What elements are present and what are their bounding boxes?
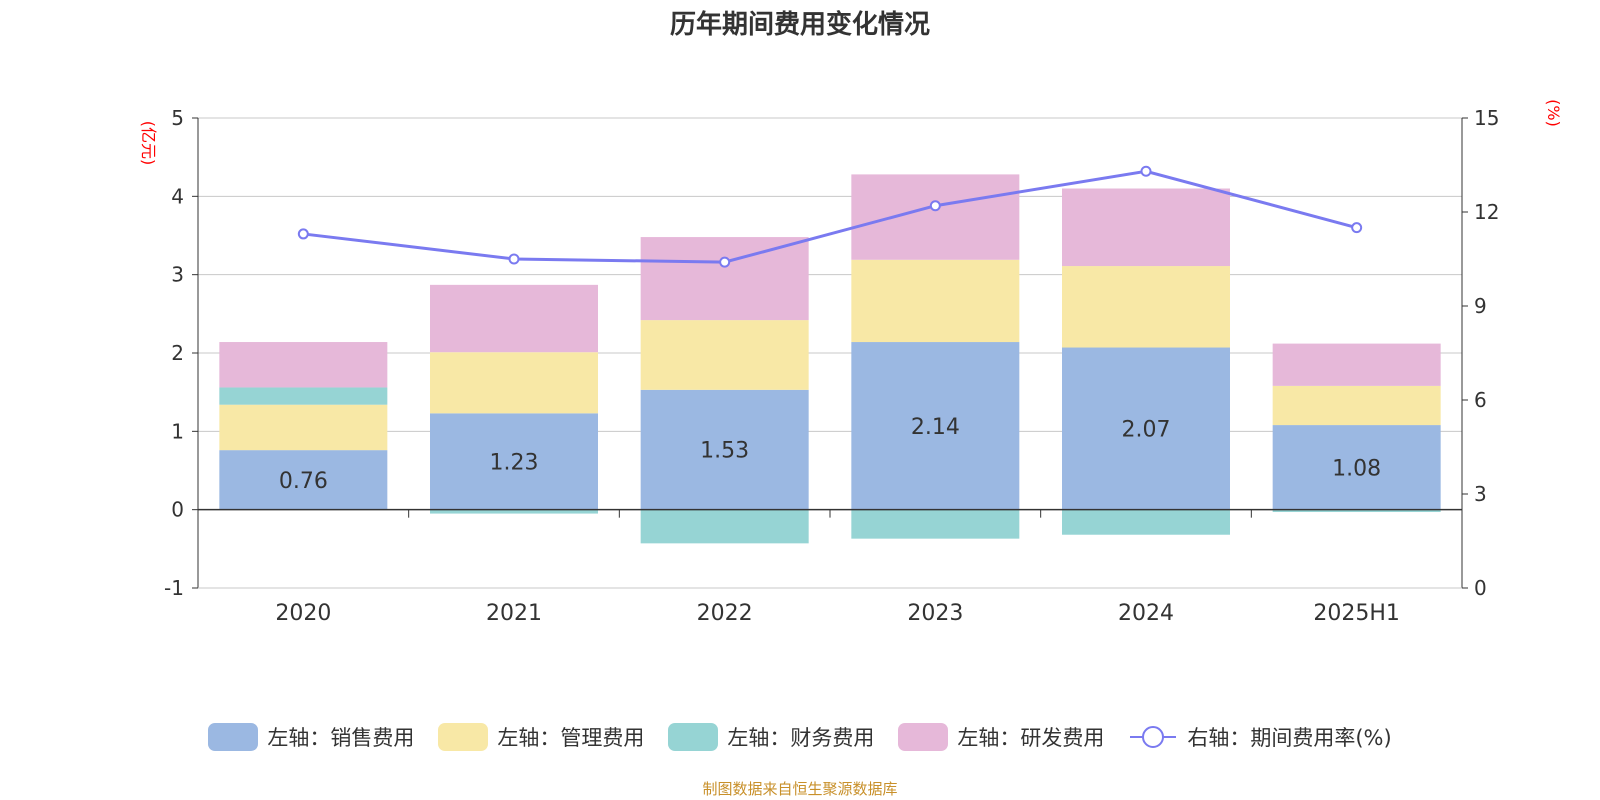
bar-admin [1062,266,1230,348]
rate-line [303,169,1358,264]
rate-point [508,253,520,265]
bar-rd [640,237,809,321]
bar-sales [219,450,388,510]
rate-point [719,256,731,268]
bar-sales [1272,425,1441,510]
legend-item[interactable]: 左轴：财务费用 [668,722,874,752]
rate-point [1140,165,1152,177]
bar-sales [851,342,1020,510]
bar-sales [430,413,598,510]
legend-swatch [208,723,259,751]
bar-value-label: 1.08 [1332,456,1381,481]
right-tick-label: 0 [1474,576,1487,600]
category-label: 2023 [907,601,963,626]
bar-rd [219,342,388,388]
bar-finance [430,509,598,514]
category-label: 2022 [697,601,753,626]
bar-value-label: 1.23 [490,450,539,475]
bar-sales [640,389,809,510]
bar-rd [1272,343,1441,386]
legend-swatch [668,723,719,751]
legend-item[interactable]: 右轴：期间费用率(%) [1128,722,1392,752]
category-label: 2024 [1118,601,1174,626]
bar-rd [430,284,598,353]
bar-finance [1272,509,1441,513]
legend-item[interactable]: 左轴：研发费用 [898,722,1104,752]
legend-label: 左轴：研发费用 [957,726,1105,750]
bar-value-label: 2.07 [1122,418,1171,443]
bar-sales [1062,347,1230,510]
bar-admin [851,259,1020,343]
footer-note: 制图数据来自恒生聚源数据库 [702,780,898,798]
bar-finance [219,387,388,405]
rate-point [1351,222,1363,234]
left-axis-unit: (亿元) [139,121,158,166]
bar-admin [640,320,809,390]
legend-label: 左轴：财务费用 [727,726,875,750]
chart-title: 历年期间费用变化情况 [669,10,930,40]
right-tick-label: 12 [1474,200,1499,224]
rate-point [297,228,309,240]
legend-swatch [438,723,489,751]
bar-finance [640,509,809,544]
category-label: 2020 [275,601,331,626]
left-tick-label: 5 [171,106,184,130]
legend-item[interactable]: 左轴：管理费用 [438,722,644,752]
left-tick-label: 0 [171,498,184,522]
bar-finance [851,509,1020,539]
left-tick-label: 3 [171,263,184,287]
right-tick-label: 15 [1474,106,1499,130]
rate-point [929,200,941,212]
legend-label: 左轴：管理费用 [497,726,645,750]
legend-item[interactable]: 左轴：销售费用 [208,722,414,752]
bar-value-label: 2.14 [911,415,960,440]
legend-label: 右轴：期间费用率(%) [1187,726,1392,750]
left-tick-label: 2 [171,341,184,365]
left-tick-label: 4 [171,184,184,208]
bar-rd [851,174,1020,260]
legend-swatch [898,723,949,751]
bar-value-label: 0.76 [279,469,328,494]
right-axis-unit: (%) [1544,99,1563,127]
bar-admin [219,404,388,451]
left-tick-label: 1 [171,419,184,443]
chart-legend: 左轴：销售费用 左轴：管理费用 左轴：财务费用 左轴：研发费用 右轴：期间费用率(%) [0,722,1600,752]
legend-line-swatch [1130,726,1177,748]
right-tick-label: 6 [1474,388,1487,412]
bar-rd [1062,188,1230,267]
bar-admin [430,352,598,414]
category-label: 2021 [486,601,542,626]
category-label: 2025H1 [1313,601,1400,626]
bar-admin [1272,385,1441,426]
left-tick-label: -1 [164,576,184,600]
legend-label: 左轴：销售费用 [267,726,415,750]
right-tick-label: 3 [1474,482,1487,506]
right-tick-label: 9 [1474,294,1487,318]
bar-finance [1062,509,1230,535]
bar-value-label: 1.53 [700,439,749,464]
